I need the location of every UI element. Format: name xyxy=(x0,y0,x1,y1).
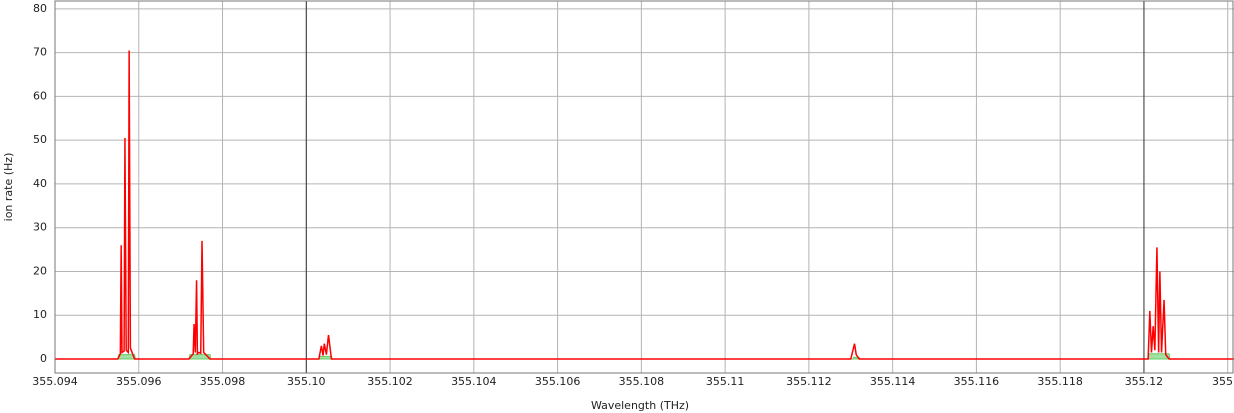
y-tick-label: 30 xyxy=(33,221,47,234)
x-tick-label: 355.118 xyxy=(1037,375,1083,388)
x-tick-label: 355.102 xyxy=(367,375,413,388)
x-tick-label: 355.108 xyxy=(619,375,665,388)
y-tick-label: 50 xyxy=(33,133,47,146)
y-tick-label: 70 xyxy=(33,46,47,59)
x-tick-label: 355.104 xyxy=(451,375,497,388)
x-tick-label: 355.106 xyxy=(535,375,581,388)
y-tick-label: 10 xyxy=(33,308,47,321)
y-tick-label: 20 xyxy=(33,264,47,277)
x-tick-label: 355.096 xyxy=(116,375,162,388)
x-tick-label: 355.10 xyxy=(287,375,326,388)
y-tick-label: 60 xyxy=(33,89,47,102)
x-tick-label: 355.114 xyxy=(870,375,916,388)
x-tick-label: 355.116 xyxy=(954,375,1000,388)
plot-border xyxy=(54,0,1234,374)
x-tick-label: 355.1 xyxy=(1212,375,1234,388)
y-axis-label: ion rate (Hz) xyxy=(2,153,15,222)
x-tick-label: 355.112 xyxy=(786,375,832,388)
x-tick-label: 355.094 xyxy=(32,375,78,388)
x-tick-label: 355.11 xyxy=(706,375,745,388)
x-axis-label: Wavelength (THz) xyxy=(591,399,689,412)
y-tick-label: 0 xyxy=(40,352,47,365)
line xyxy=(55,50,1234,360)
y-tick-label: 80 xyxy=(33,2,47,15)
x-tick-label: 355.098 xyxy=(200,375,246,388)
x-tick-label: 355.12 xyxy=(1125,375,1164,388)
y-tick-label: 40 xyxy=(33,177,47,190)
